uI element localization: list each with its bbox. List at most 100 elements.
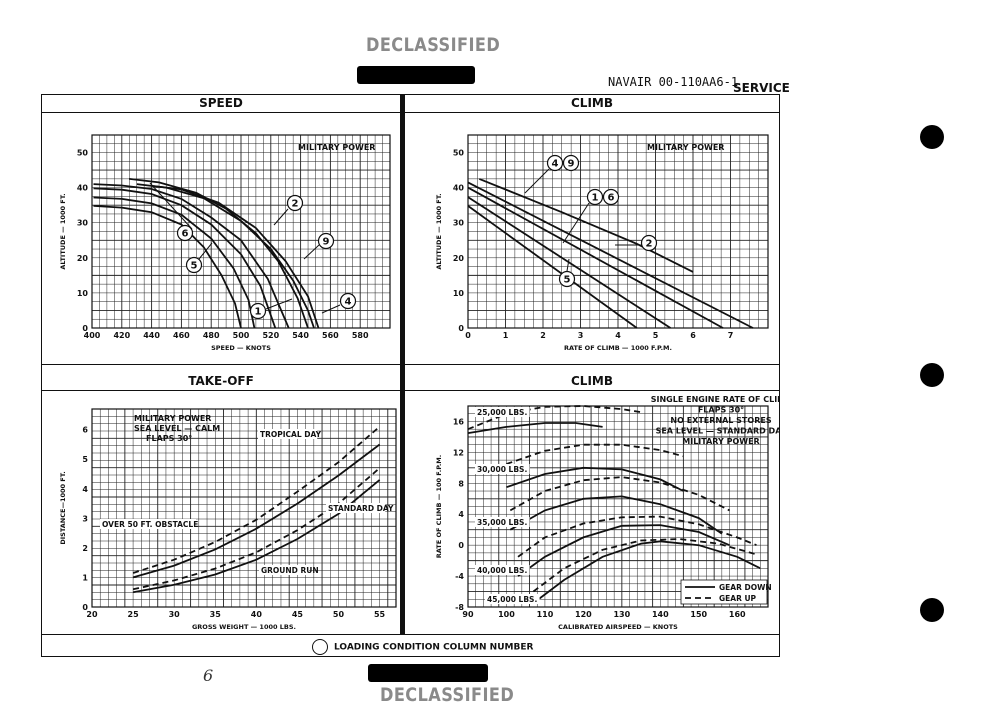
single-engine-climb-chart: 90 100 110 120 130 140 150 160 -8 -4 0 4 8 12 16 CALIBR… [435,395,779,631]
y-tick-label: 0 [82,603,88,612]
x-tick-label: 3 [578,331,584,340]
x-tick-label: 50 [333,610,345,619]
callout-number: 9 [568,159,575,170]
document-number: NAVAIR 00-110AA6-1 [608,75,739,89]
legend-label: GEAR UP [719,594,757,603]
x-tick-label: 160 [729,610,746,619]
callout-number: 2 [646,239,653,250]
series-label: 35,000 LBS. [477,518,527,527]
horizontal-divider [41,364,780,365]
series-line [509,476,730,512]
callout-circle [546,154,564,172]
x-tick-label: 140 [652,610,669,619]
callout-number: 4 [345,297,352,308]
callout-circle [640,234,658,252]
leader-line [303,244,320,260]
binder-hole-icon [920,363,944,387]
x-tick-label: 40 [251,610,263,619]
series-label: TROPICAL DAY [260,430,322,439]
label-backing [258,429,318,439]
y-tick-label: 20 [453,254,465,263]
y-tick-label: 50 [77,149,89,158]
label-backing [259,565,309,575]
series-label: 45,000 LBS. [487,595,537,604]
panel-title-climb-top: CLIMB [405,95,779,113]
x-tick-label: 440 [143,331,160,340]
section-label: SERVICE [733,81,790,95]
callout-circle [586,188,604,206]
callout-circle [602,188,620,206]
speed-chart: 400 420 440 460 480 500 520 540 560 580 0 10 20 30 40 5… [59,134,391,352]
leader-line [524,168,550,194]
callout-circle [185,256,203,274]
x-tick-label: 130 [613,610,630,619]
callout-number: 5 [191,261,198,272]
chart-note: MILITARY POWER [134,414,211,423]
panel-title-climb-bottom: CLIMB [405,373,779,391]
climb-rate-chart: 0 1 2 3 4 5 6 7 0 10 20 30 40 50 RATE OF CLIMB — 1000 … [435,134,769,352]
series-line [467,422,603,434]
y-tick-label: 30 [77,219,89,228]
x-tick-label: 540 [292,331,309,340]
legend-box [680,579,768,605]
callout-circle [558,270,576,288]
y-axis-label: ALTITUDE — 1000 FT. [59,193,67,269]
chart-note: FLAPS 30° [146,434,192,443]
x-tick-label: 35 [210,610,222,619]
chart-note: MILITARY POWER [298,143,375,152]
leader-line [273,208,289,226]
y-axis-label: RATE OF CLIMB — 100 F.P.M. [435,455,443,558]
leader-line [562,202,590,244]
label-backing [475,464,530,474]
leader-line [198,242,213,260]
series-line [467,186,724,329]
label-backing [100,519,196,529]
chart-note: MILITARY POWER [682,437,759,446]
series-line [132,443,381,579]
series-label: OVER 50 FT. OBSTACLE [102,520,198,529]
footer-divider [41,634,780,635]
x-tick-label: 90 [462,610,474,619]
label-backing [485,594,540,604]
series-line [517,524,730,577]
y-tick-label: 10 [453,289,465,298]
y-tick-label: 10 [77,289,89,298]
y-tick-label: 16 [453,417,465,426]
callout-number: 6 [608,193,615,204]
binder-hole-icon [920,125,944,149]
series-line [151,185,320,329]
y-tick-label: 1 [82,573,88,582]
figure-frame [41,94,780,657]
callout-number: 6 [182,229,189,240]
y-tick-label: 40 [453,184,465,193]
callout-circle [176,224,194,242]
series-line [93,205,242,329]
callout-number: 1 [592,193,599,204]
leader-line [566,258,570,272]
x-axis-label: SPEED — KNOTS [211,344,271,352]
chart-note: NO EXTERNAL STORES [670,416,771,425]
label-backing [326,503,386,513]
series-line [132,426,381,574]
redaction-bar-bottom [368,664,488,682]
series-line [132,479,381,594]
x-tick-label: 480 [203,331,220,340]
leader-line [265,298,293,310]
chart-note: SEA LEVEL — CALM [134,424,220,433]
x-axis-label: RATE OF CLIMB — 1000 F.P.M. [564,344,672,352]
series-line [93,196,256,329]
x-tick-label: 25 [128,610,140,619]
x-tick-label: 100 [498,610,515,619]
y-tick-label: 12 [453,448,464,457]
y-tick-label: 4 [82,485,88,494]
y-tick-label: 0 [458,324,464,333]
callout-circle [562,154,580,172]
x-tick-label: 1 [503,331,509,340]
panel-title-takeoff: TAKE-OFF [42,373,400,391]
x-tick-label: 110 [537,610,554,619]
series-line [506,466,684,492]
series-line [93,187,277,329]
declassified-stamp-bottom: DECLASSIFIED [380,684,515,706]
y-tick-label: 6 [82,426,88,435]
